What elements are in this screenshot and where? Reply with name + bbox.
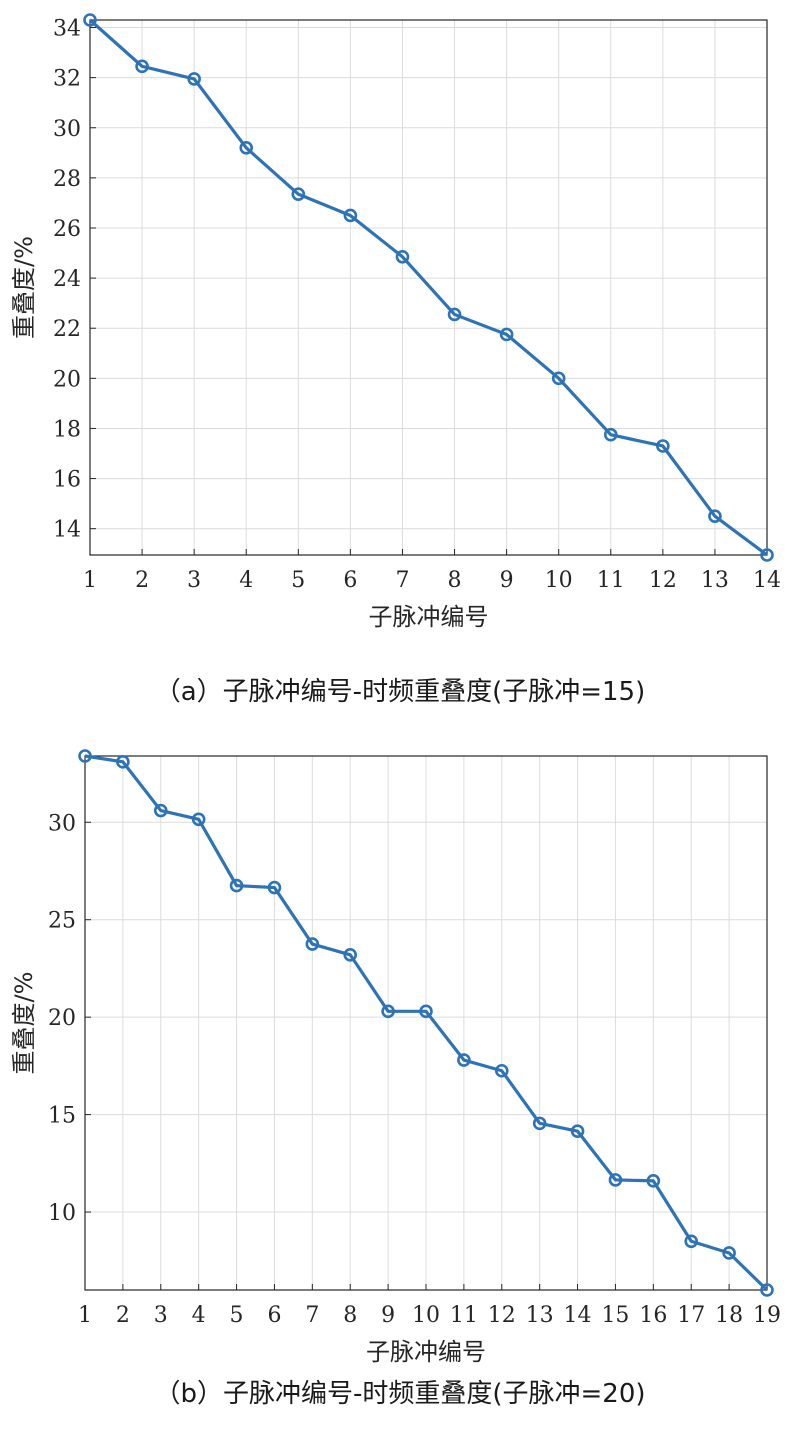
y-tick-label: 26 [53,217,81,242]
x-tick-label: 11 [450,1303,478,1328]
x-tick-label: 4 [239,568,253,593]
data-point [343,947,358,962]
data-point [656,439,670,453]
x-tick-label: 10 [412,1303,440,1328]
x-tick-label: 4 [192,1303,206,1328]
x-tick-label: 5 [230,1303,244,1328]
y-tick-label: 20 [48,1006,76,1031]
y-tick-label: 24 [53,267,81,292]
x-tick-label: 3 [187,568,201,593]
data-point [760,548,774,562]
data-point [722,1246,736,1260]
x-tick-label: 18 [715,1303,743,1328]
x-tick-label: 13 [526,1303,554,1328]
data-point [343,208,358,223]
data-point [116,755,130,769]
series-line [84,754,769,1292]
x-tick-label: 10 [545,568,573,593]
data-point [153,803,168,818]
x-tick-label: 8 [343,1303,357,1328]
caption-a: （a）子脉冲编号-时频重叠度(子脉冲=15) [155,677,645,707]
data-point [191,812,206,827]
x-tick-label: 9 [381,1303,395,1328]
x-tick-label: 1 [83,568,97,593]
data-point [395,250,410,264]
y-tick-label: 30 [48,811,76,836]
x-tick-label: 7 [395,568,409,593]
y-axis-title: 重叠度/% [10,972,38,1075]
y-tick-label: 30 [53,117,81,142]
x-tick-label: 16 [639,1303,667,1328]
x-tick-label: 12 [649,568,677,593]
x-tick-label: 2 [116,1303,130,1328]
data-point [381,1004,395,1019]
x-tick-label: 12 [488,1303,516,1328]
x-tick-label: 17 [677,1303,705,1328]
x-axis-title: 子脉冲编号 [366,1338,486,1366]
data-point [608,1173,623,1187]
x-tick-label: 14 [564,1303,592,1328]
data-point [187,72,201,86]
data-point [419,1004,433,1019]
caption-b: （b）子脉冲编号-时频重叠度(子脉冲=20) [154,1379,645,1409]
y-tick-label: 14 [53,518,81,543]
data-point [229,878,244,893]
data-point [305,937,320,951]
series-line [88,18,768,557]
y-tick-label: 28 [53,167,81,192]
x-axis-title: 子脉冲编号 [369,603,489,631]
data-point [532,1116,547,1131]
data-point [457,1053,471,1067]
y-tick-label: 34 [53,17,81,42]
y-tick-label: 20 [53,367,81,392]
y-tick-label: 16 [53,468,81,493]
y-tick-label: 15 [48,1104,76,1129]
data-point [684,1234,699,1249]
data-point [78,749,92,763]
x-tick-label: 15 [601,1303,629,1328]
x-tick-label: 8 [448,568,462,593]
x-tick-label: 19 [753,1303,781,1328]
axes-box [89,19,768,556]
data-point [570,1124,585,1138]
x-tick-label: 2 [135,568,149,593]
chart-b: 1 2 3 4 5 6 7 8 9 10 11 12 13 14 15 16 17 18 191015202530子… [10,749,781,1366]
x-tick-label: 14 [753,568,781,593]
x-tick-label: 9 [500,568,514,593]
x-tick-label: 6 [343,568,357,593]
data-point [447,307,462,322]
x-tick-label: 6 [267,1303,281,1328]
data-point [551,371,566,386]
x-tick-label: 5 [291,568,305,593]
data-point [646,1174,661,1188]
y-tick-label: 10 [48,1201,76,1226]
data-point [708,509,722,523]
data-point [291,187,306,201]
y-axis-title: 重叠度/% [10,236,38,339]
y-tick-label: 32 [53,67,81,92]
x-tick-label: 13 [701,568,729,593]
y-tick-label: 18 [53,417,81,442]
data-point [603,427,618,442]
data-point [83,13,97,27]
x-tick-label: 7 [305,1303,319,1328]
data-point [760,1283,774,1297]
data-point [499,327,514,342]
x-tick-label: 3 [154,1303,168,1328]
x-tick-label: 1 [78,1303,92,1328]
y-tick-label: 22 [53,317,81,342]
y-tick-label: 25 [48,909,76,934]
data-point [239,140,254,155]
data-point [135,59,149,74]
x-tick-label: 11 [597,568,625,593]
data-point [494,1063,509,1078]
data-point [267,880,282,895]
chart-a: 1 2 3 4 5 6 7 8 9 10 11 12 13 14141618202224262830323… [10,13,781,631]
